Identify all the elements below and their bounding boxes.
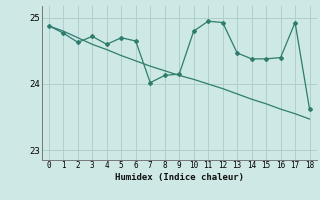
X-axis label: Humidex (Indice chaleur): Humidex (Indice chaleur) xyxy=(115,173,244,182)
